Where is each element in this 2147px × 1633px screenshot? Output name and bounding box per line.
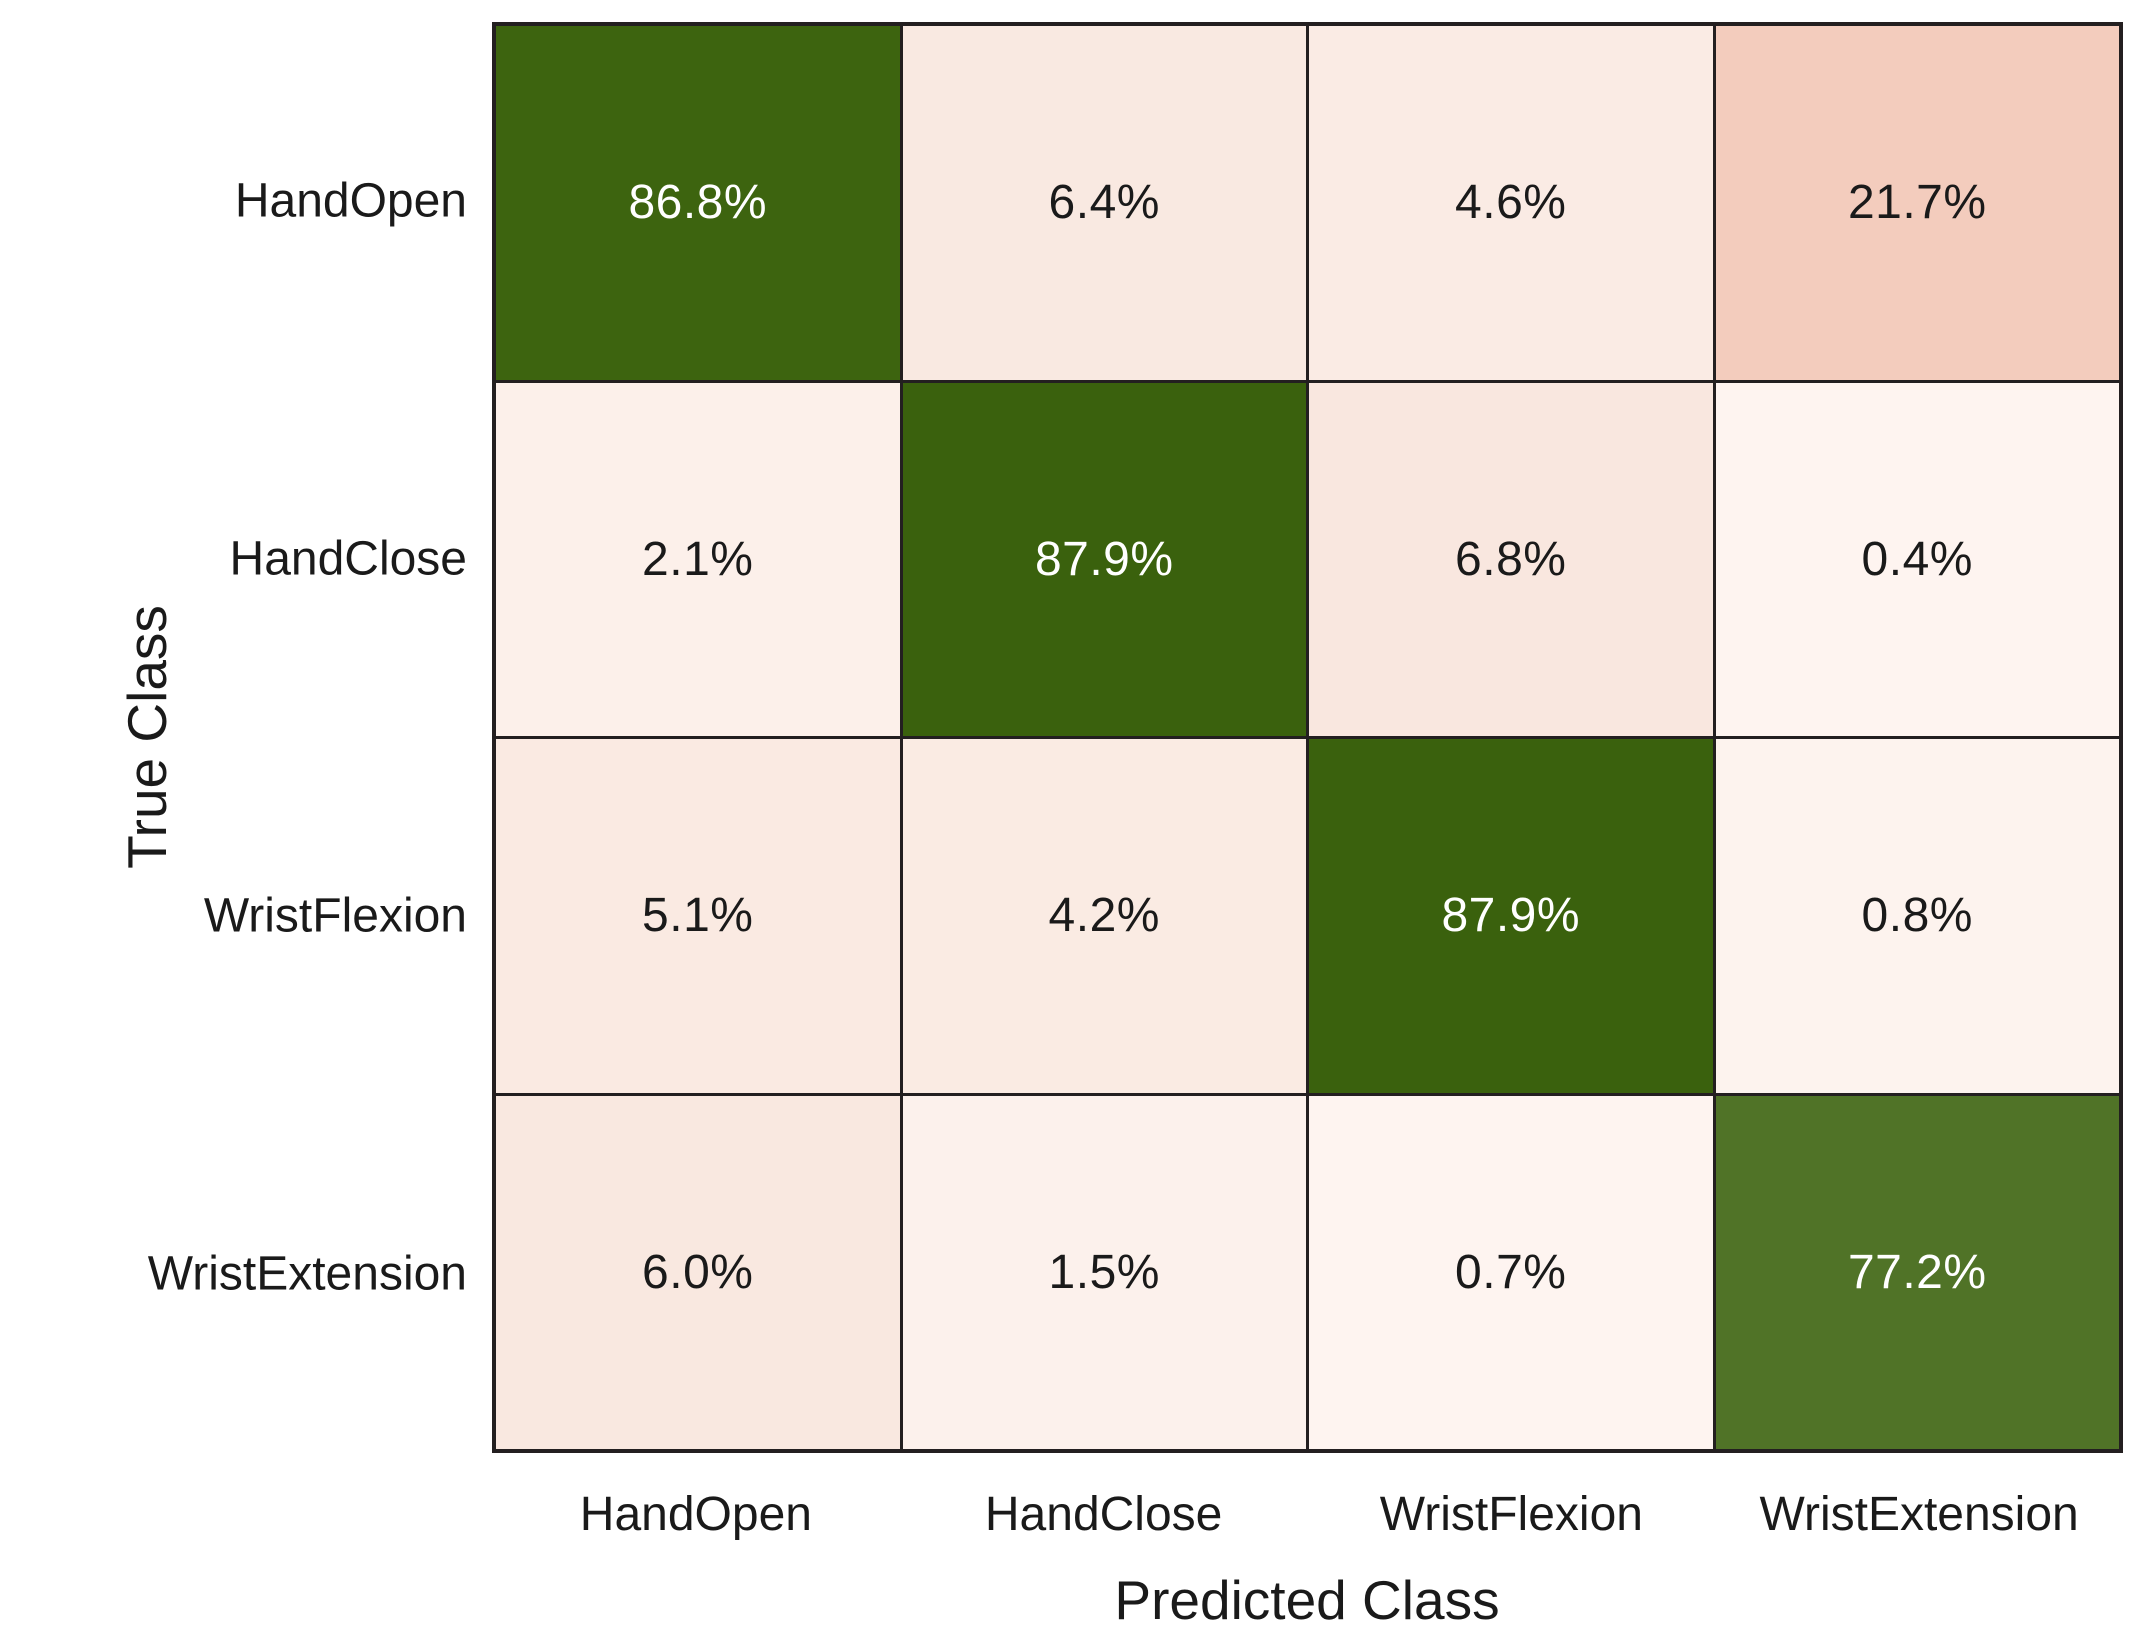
matrix-cell: 5.1% <box>496 739 900 1093</box>
x-tick-label: WristExtension <box>1759 1488 2079 1541</box>
matrix-cell: 6.0% <box>496 1095 900 1449</box>
y-tick-label: HandOpen <box>234 174 467 228</box>
x-tick-label: HandClose <box>984 1488 1223 1541</box>
matrix-cell: 0.4% <box>1715 382 2119 736</box>
matrix-cell: 87.9% <box>902 382 1306 736</box>
matrix-cell: 1.5% <box>902 1095 1306 1449</box>
matrix-cell: 77.2% <box>1715 1095 2119 1449</box>
matrix-cell: 0.7% <box>1309 1095 1713 1449</box>
matrix-cell: 21.7% <box>1715 26 2119 380</box>
y-tick-label: WristExtension <box>147 1247 467 1301</box>
matrix-cell: 2.1% <box>496 382 900 736</box>
matrix-cell: 86.8% <box>496 26 900 380</box>
y-axis-label: True Class <box>115 605 178 869</box>
matrix-cell: 6.4% <box>902 26 1306 380</box>
matrix-cell: 87.9% <box>1309 739 1713 1093</box>
matrix-cell: 0.8% <box>1715 739 2119 1093</box>
y-tick-label: WristFlexion <box>203 889 467 943</box>
x-axis-label: Predicted Class <box>1114 1569 1500 1631</box>
x-tick-label: HandOpen <box>579 1488 812 1541</box>
matrix-cell: 6.8% <box>1309 382 1713 736</box>
y-tick-label: HandClose <box>229 532 467 586</box>
matrix-cell: 4.2% <box>902 739 1306 1093</box>
matrix-cell: 4.6% <box>1309 26 1713 380</box>
x-tick-label: WristFlexion <box>1379 1488 1643 1541</box>
confusion-matrix-grid: 86.8% 6.4% 4.6% 21.7% 2.1% 87.9% 6.8% 0.4% 5.1% 4… <box>492 22 2123 1453</box>
